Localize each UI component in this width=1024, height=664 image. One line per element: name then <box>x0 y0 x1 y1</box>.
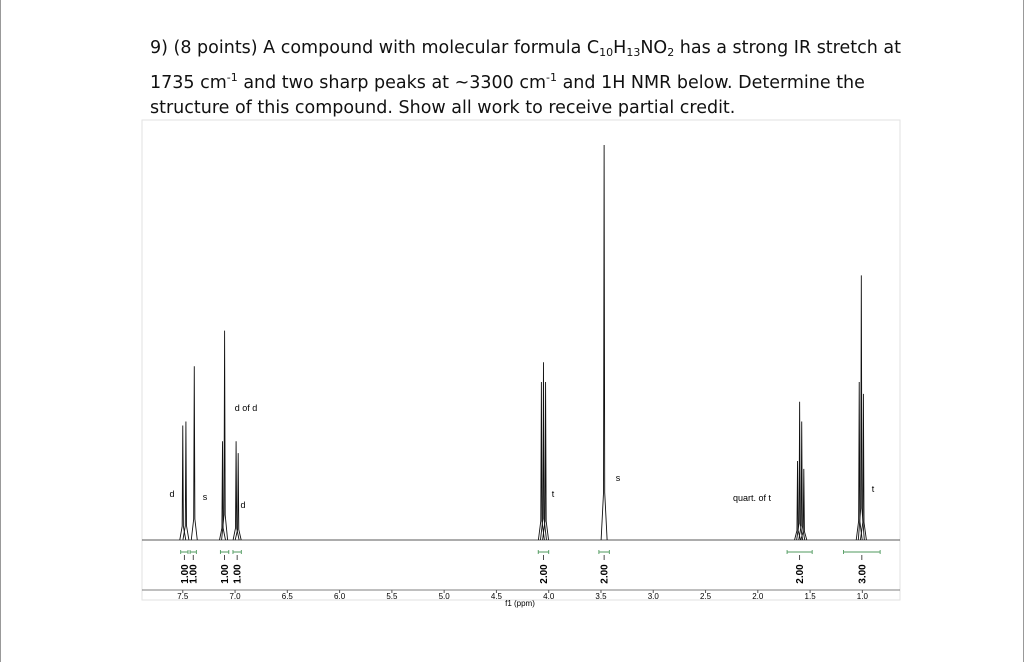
integral-bracket <box>786 550 813 554</box>
x-tick-label: 6.0 <box>334 592 346 601</box>
text-run: H <box>613 38 627 58</box>
question: 9) (8 points) A compound with molecular … <box>150 36 901 121</box>
x-tick-label: 4.0 <box>543 592 555 601</box>
question-line: structure of this compound. Show all wor… <box>150 96 901 121</box>
subscript: 13 <box>626 46 641 59</box>
integral-bracket <box>843 550 881 554</box>
x-tick-label: 7.0 <box>229 592 241 601</box>
x-tick-label: 5.5 <box>386 592 398 601</box>
x-tick-label: 6.5 <box>282 592 294 601</box>
text-run: structure of this compound. Show all wor… <box>150 98 736 118</box>
integral-bracket <box>189 550 197 554</box>
text-run: 1735 cm <box>150 73 227 93</box>
multiplicity-label: d of d <box>235 403 258 413</box>
peak <box>794 460 801 541</box>
x-tick-label: 3.0 <box>648 592 660 601</box>
integral-label: 1.00 <box>180 564 191 584</box>
x-tick-label: 1.5 <box>805 592 817 601</box>
peak <box>537 381 545 541</box>
peak <box>182 421 190 541</box>
multiplicity-label: s <box>203 492 208 502</box>
x-axis-label: f1 (ppm) <box>505 599 535 608</box>
question-line: 9) (8 points) A compound with molecular … <box>150 36 901 65</box>
multiplicity-label: t <box>552 489 555 499</box>
integral-bracket <box>598 550 610 554</box>
peak <box>855 381 863 541</box>
peak <box>179 425 187 541</box>
integral-label: 2.00 <box>539 564 550 584</box>
integral-label: 1.00 <box>233 564 244 584</box>
supscript: -1 <box>546 71 558 84</box>
peak <box>800 468 808 541</box>
integral-label: 1.00 <box>189 564 200 584</box>
text-run: has a strong IR stretch at <box>674 38 901 58</box>
x-tick-label: 3.5 <box>595 592 607 601</box>
peak <box>234 453 242 541</box>
subscript: 10 <box>599 46 614 59</box>
x-tick-label: 2.0 <box>752 592 764 601</box>
integral-bracket <box>232 550 242 554</box>
text-run: NO <box>640 38 668 58</box>
peak <box>859 393 867 541</box>
x-tick-label: 7.5 <box>177 592 189 601</box>
peak <box>221 330 229 541</box>
text-run: and two sharp peaks at ~3300 cm <box>237 73 547 93</box>
spectrum-frame <box>141 119 901 601</box>
text-run: 9) (8 points) A compound with molecular … <box>150 38 600 58</box>
peak <box>542 381 550 541</box>
peak <box>540 362 547 541</box>
integral-bracket <box>219 550 230 554</box>
integral-bracket <box>537 550 550 554</box>
text-run: and 1H NMR below. Determine the <box>557 73 865 93</box>
integral-bracket <box>180 550 189 554</box>
peak <box>190 366 198 541</box>
multiplicity-label: quart. of t <box>733 493 772 503</box>
multiplicity-label: d <box>240 500 245 510</box>
peak <box>232 441 240 541</box>
multiplicity-label: d <box>169 489 174 499</box>
integral-label: 2.00 <box>795 564 806 584</box>
multiplicity-label: t <box>872 484 875 494</box>
x-tick-label: 5.0 <box>439 592 451 601</box>
integral-label: 1.00 <box>220 564 231 584</box>
integral-label: 2.00 <box>600 564 611 584</box>
multiplicity-label: s <box>616 473 621 483</box>
x-tick-label: 1.0 <box>857 592 869 601</box>
integral-label: 3.00 <box>857 564 868 584</box>
x-tick-label: 4.5 <box>491 592 503 601</box>
x-tick-label: 2.5 <box>700 592 712 601</box>
peak <box>600 144 608 541</box>
peak <box>219 441 226 541</box>
supscript: -1 <box>226 71 238 84</box>
question-line: 1735 cm-1 and two sharp peaks at ~3300 c… <box>150 65 901 96</box>
subscript: 2 <box>667 46 675 59</box>
